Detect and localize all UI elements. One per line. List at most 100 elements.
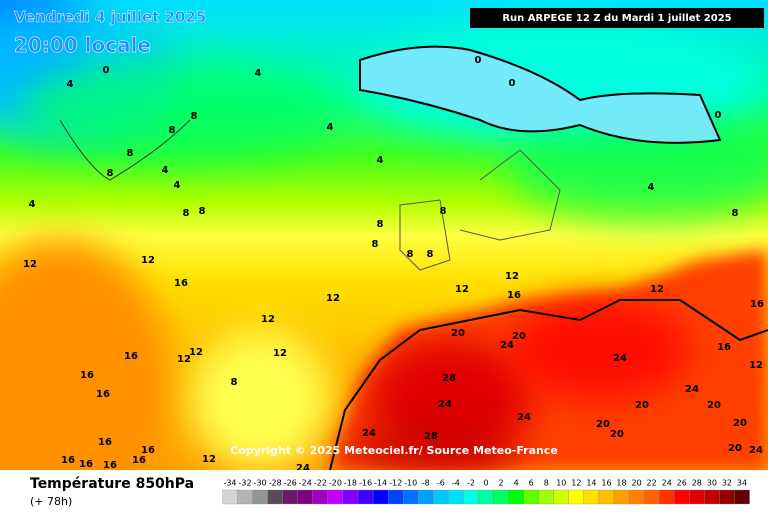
legend-tick-label: 24 bbox=[662, 479, 672, 488]
footer-title: Température 850hPa bbox=[30, 476, 194, 492]
legend-tick-label: 28 bbox=[692, 479, 702, 488]
legend-tick-label: -8 bbox=[422, 479, 430, 488]
contour-label: 16 bbox=[132, 455, 146, 466]
legend-swatch bbox=[222, 489, 238, 505]
contour-label: 24 bbox=[438, 399, 452, 410]
legend-swatch bbox=[372, 489, 389, 505]
contour-label: 24 bbox=[613, 353, 627, 364]
contour-label: 24 bbox=[296, 463, 310, 474]
contour-label: 4 bbox=[162, 165, 169, 176]
legend-tick-label: 8 bbox=[544, 479, 549, 488]
legend-tick-label: -6 bbox=[437, 479, 445, 488]
contour-label: 8 bbox=[183, 208, 190, 219]
legend-swatch bbox=[583, 489, 600, 505]
contour-label: 8 bbox=[169, 125, 176, 136]
contour-label: 12 bbox=[455, 284, 469, 295]
contour-label: 4 bbox=[648, 182, 655, 193]
copyright: Copyright © 2025 Meteociel.fr/ Source Me… bbox=[230, 444, 558, 457]
contour-label: 0 bbox=[103, 65, 110, 76]
legend-swatch bbox=[553, 489, 569, 505]
contour-label: 16 bbox=[124, 351, 138, 362]
legend-swatch bbox=[538, 489, 554, 505]
contour-label: 16 bbox=[98, 437, 112, 448]
forecast-time: 20:00 locale bbox=[14, 33, 151, 57]
contour-label: 24 bbox=[749, 445, 763, 456]
legend-swatch bbox=[237, 489, 253, 505]
legend-swatch bbox=[448, 489, 464, 505]
contour-label: 16 bbox=[103, 460, 117, 471]
legend-swatch bbox=[282, 489, 298, 505]
color-legend: -34 -32 -30 -28 -26 -24 -22 -20 -18 -16 -14 -12 -10-… bbox=[222, 479, 750, 505]
legend-swatch bbox=[628, 489, 645, 505]
contour-label: 8 bbox=[372, 239, 379, 250]
legend-swatch bbox=[433, 489, 449, 505]
legend-swatch bbox=[267, 489, 283, 505]
contour-label: 12 bbox=[23, 259, 37, 270]
legend-tick-label: -26 bbox=[284, 479, 297, 488]
legend-tick-label: -14 bbox=[374, 479, 387, 488]
contour-label: 4 bbox=[327, 122, 334, 133]
legend-tick-label: 12 bbox=[571, 479, 581, 488]
legend-tick-label: 30 bbox=[707, 479, 717, 488]
contour-label: 24 bbox=[685, 384, 699, 395]
contour-label: 8 bbox=[377, 219, 384, 230]
contour-label: 8 bbox=[107, 168, 114, 179]
legend-swatch bbox=[463, 489, 479, 505]
legend-tick-label: -12 bbox=[389, 479, 402, 488]
legend-swatch bbox=[478, 489, 494, 505]
legend-tick-label: -34 bbox=[223, 479, 236, 488]
legend-tick-label: -32 bbox=[239, 479, 252, 488]
contour-label: 8 bbox=[407, 249, 414, 260]
legend-swatch bbox=[252, 489, 268, 505]
legend-swatch bbox=[403, 489, 419, 505]
legend-tick-label: 34 bbox=[737, 479, 747, 488]
legend-swatch bbox=[598, 489, 615, 505]
legend-swatch bbox=[327, 489, 344, 505]
contour-label: 12 bbox=[177, 354, 191, 365]
legend-tick-label: 32 bbox=[722, 479, 732, 488]
legend-tick-label: 2 bbox=[499, 479, 504, 488]
contour-label: 16 bbox=[174, 278, 188, 289]
forecast-date: Vendredi 4 juillet 2025 bbox=[14, 8, 206, 26]
contour-label: 12 bbox=[261, 314, 275, 325]
contour-label: 8 bbox=[427, 249, 434, 260]
contour-label: 16 bbox=[507, 290, 521, 301]
contour-label: 4 bbox=[29, 199, 36, 210]
contour-label: 28 bbox=[442, 373, 456, 384]
legend-tick-label: -22 bbox=[314, 479, 327, 488]
legend-swatch bbox=[297, 489, 313, 505]
legend-tick-label: 26 bbox=[677, 479, 687, 488]
legend-tick-label: -18 bbox=[344, 479, 357, 488]
contour-label: 16 bbox=[717, 342, 731, 353]
legend-tick-label: -24 bbox=[299, 479, 312, 488]
contour-label: 16 bbox=[141, 445, 155, 456]
legend-tick-label: -28 bbox=[269, 479, 282, 488]
contour-label: 4 bbox=[255, 68, 262, 79]
legend-swatch bbox=[734, 489, 750, 505]
legend-tick-label: 0 bbox=[483, 479, 488, 488]
legend-tick-label: -30 bbox=[254, 479, 267, 488]
legend-tick-label: -20 bbox=[329, 479, 342, 488]
legend-tick-label: -2 bbox=[467, 479, 475, 488]
contour-label: 0 bbox=[509, 78, 516, 89]
contour-label: 16 bbox=[80, 370, 94, 381]
legend-tick-label: 14 bbox=[586, 479, 596, 488]
contour-label: 24 bbox=[517, 412, 531, 423]
contour-label: 4 bbox=[377, 155, 384, 166]
legend-tick-label: 22 bbox=[647, 479, 657, 488]
legend-tick-label: -16 bbox=[359, 479, 372, 488]
contour-label: 12 bbox=[505, 271, 519, 282]
legend-tick-label: 16 bbox=[601, 479, 611, 488]
legend-tick-label: -10 bbox=[404, 479, 417, 488]
contour-label: 12 bbox=[650, 284, 664, 295]
legend-swatch bbox=[342, 489, 359, 505]
legend-swatch bbox=[387, 489, 404, 505]
legend-swatch bbox=[493, 489, 509, 505]
contour-label: 20 bbox=[635, 400, 649, 411]
legend-swatch bbox=[613, 489, 630, 505]
footer-subtitle: (+ 78h) bbox=[30, 495, 72, 508]
legend-swatch bbox=[689, 489, 705, 505]
